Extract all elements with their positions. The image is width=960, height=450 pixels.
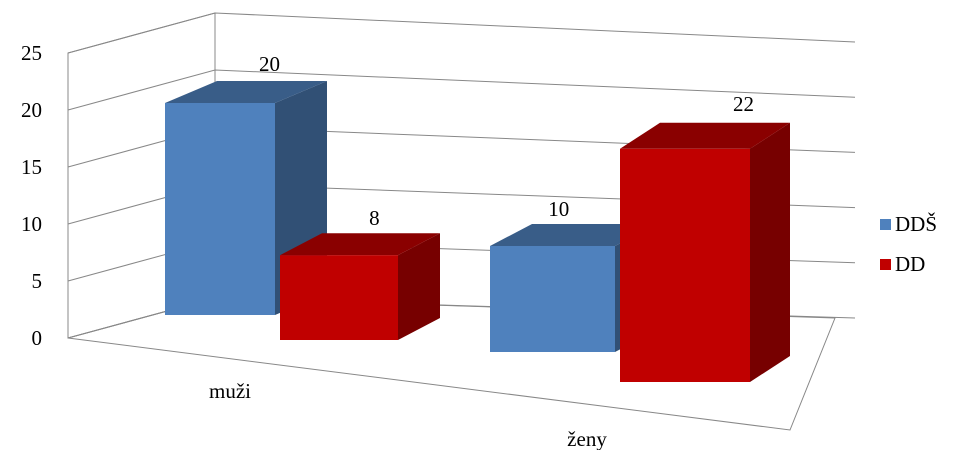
data-label: 20 — [259, 52, 280, 76]
legend-swatch — [880, 259, 891, 270]
bar-front — [620, 148, 750, 382]
bar-front — [280, 255, 398, 340]
bar-top — [165, 81, 327, 103]
y-tick-label: 0 — [32, 326, 43, 350]
bar-muži-DDŠ — [165, 81, 327, 315]
y-tick-label: 20 — [21, 98, 42, 122]
data-labels: 20 8 10 22 — [259, 52, 754, 230]
bar-front — [490, 246, 615, 352]
legend-label: DDŠ — [895, 212, 937, 236]
y-axis-ticks: 0 5 10 15 20 25 — [21, 41, 42, 350]
legend: DDŠ DD — [880, 212, 937, 276]
legend-swatch — [880, 219, 891, 230]
gridline — [67, 69, 856, 111]
bar-top — [280, 233, 440, 256]
legend-label: DD — [895, 252, 925, 276]
bar-front — [165, 103, 275, 315]
data-label: 10 — [548, 197, 569, 221]
bar-top — [620, 122, 790, 149]
bar-side — [398, 233, 440, 340]
y-tick-label: 5 — [32, 269, 43, 293]
y-tick-label: 15 — [21, 155, 42, 179]
data-label: 8 — [369, 206, 380, 230]
category-label: muži — [209, 379, 251, 403]
category-label: ženy — [567, 427, 607, 450]
y-tick-label: 25 — [21, 41, 42, 65]
bar-ženy-DD — [620, 122, 790, 383]
bar-top — [490, 224, 657, 246]
gridline — [67, 12, 856, 54]
bars — [165, 81, 790, 383]
y-tick-label: 10 — [21, 212, 42, 236]
bar-muži-DD — [280, 233, 440, 340]
bar-side — [750, 122, 790, 383]
category-labels: muži ženy — [209, 379, 607, 450]
data-label: 22 — [733, 92, 754, 116]
